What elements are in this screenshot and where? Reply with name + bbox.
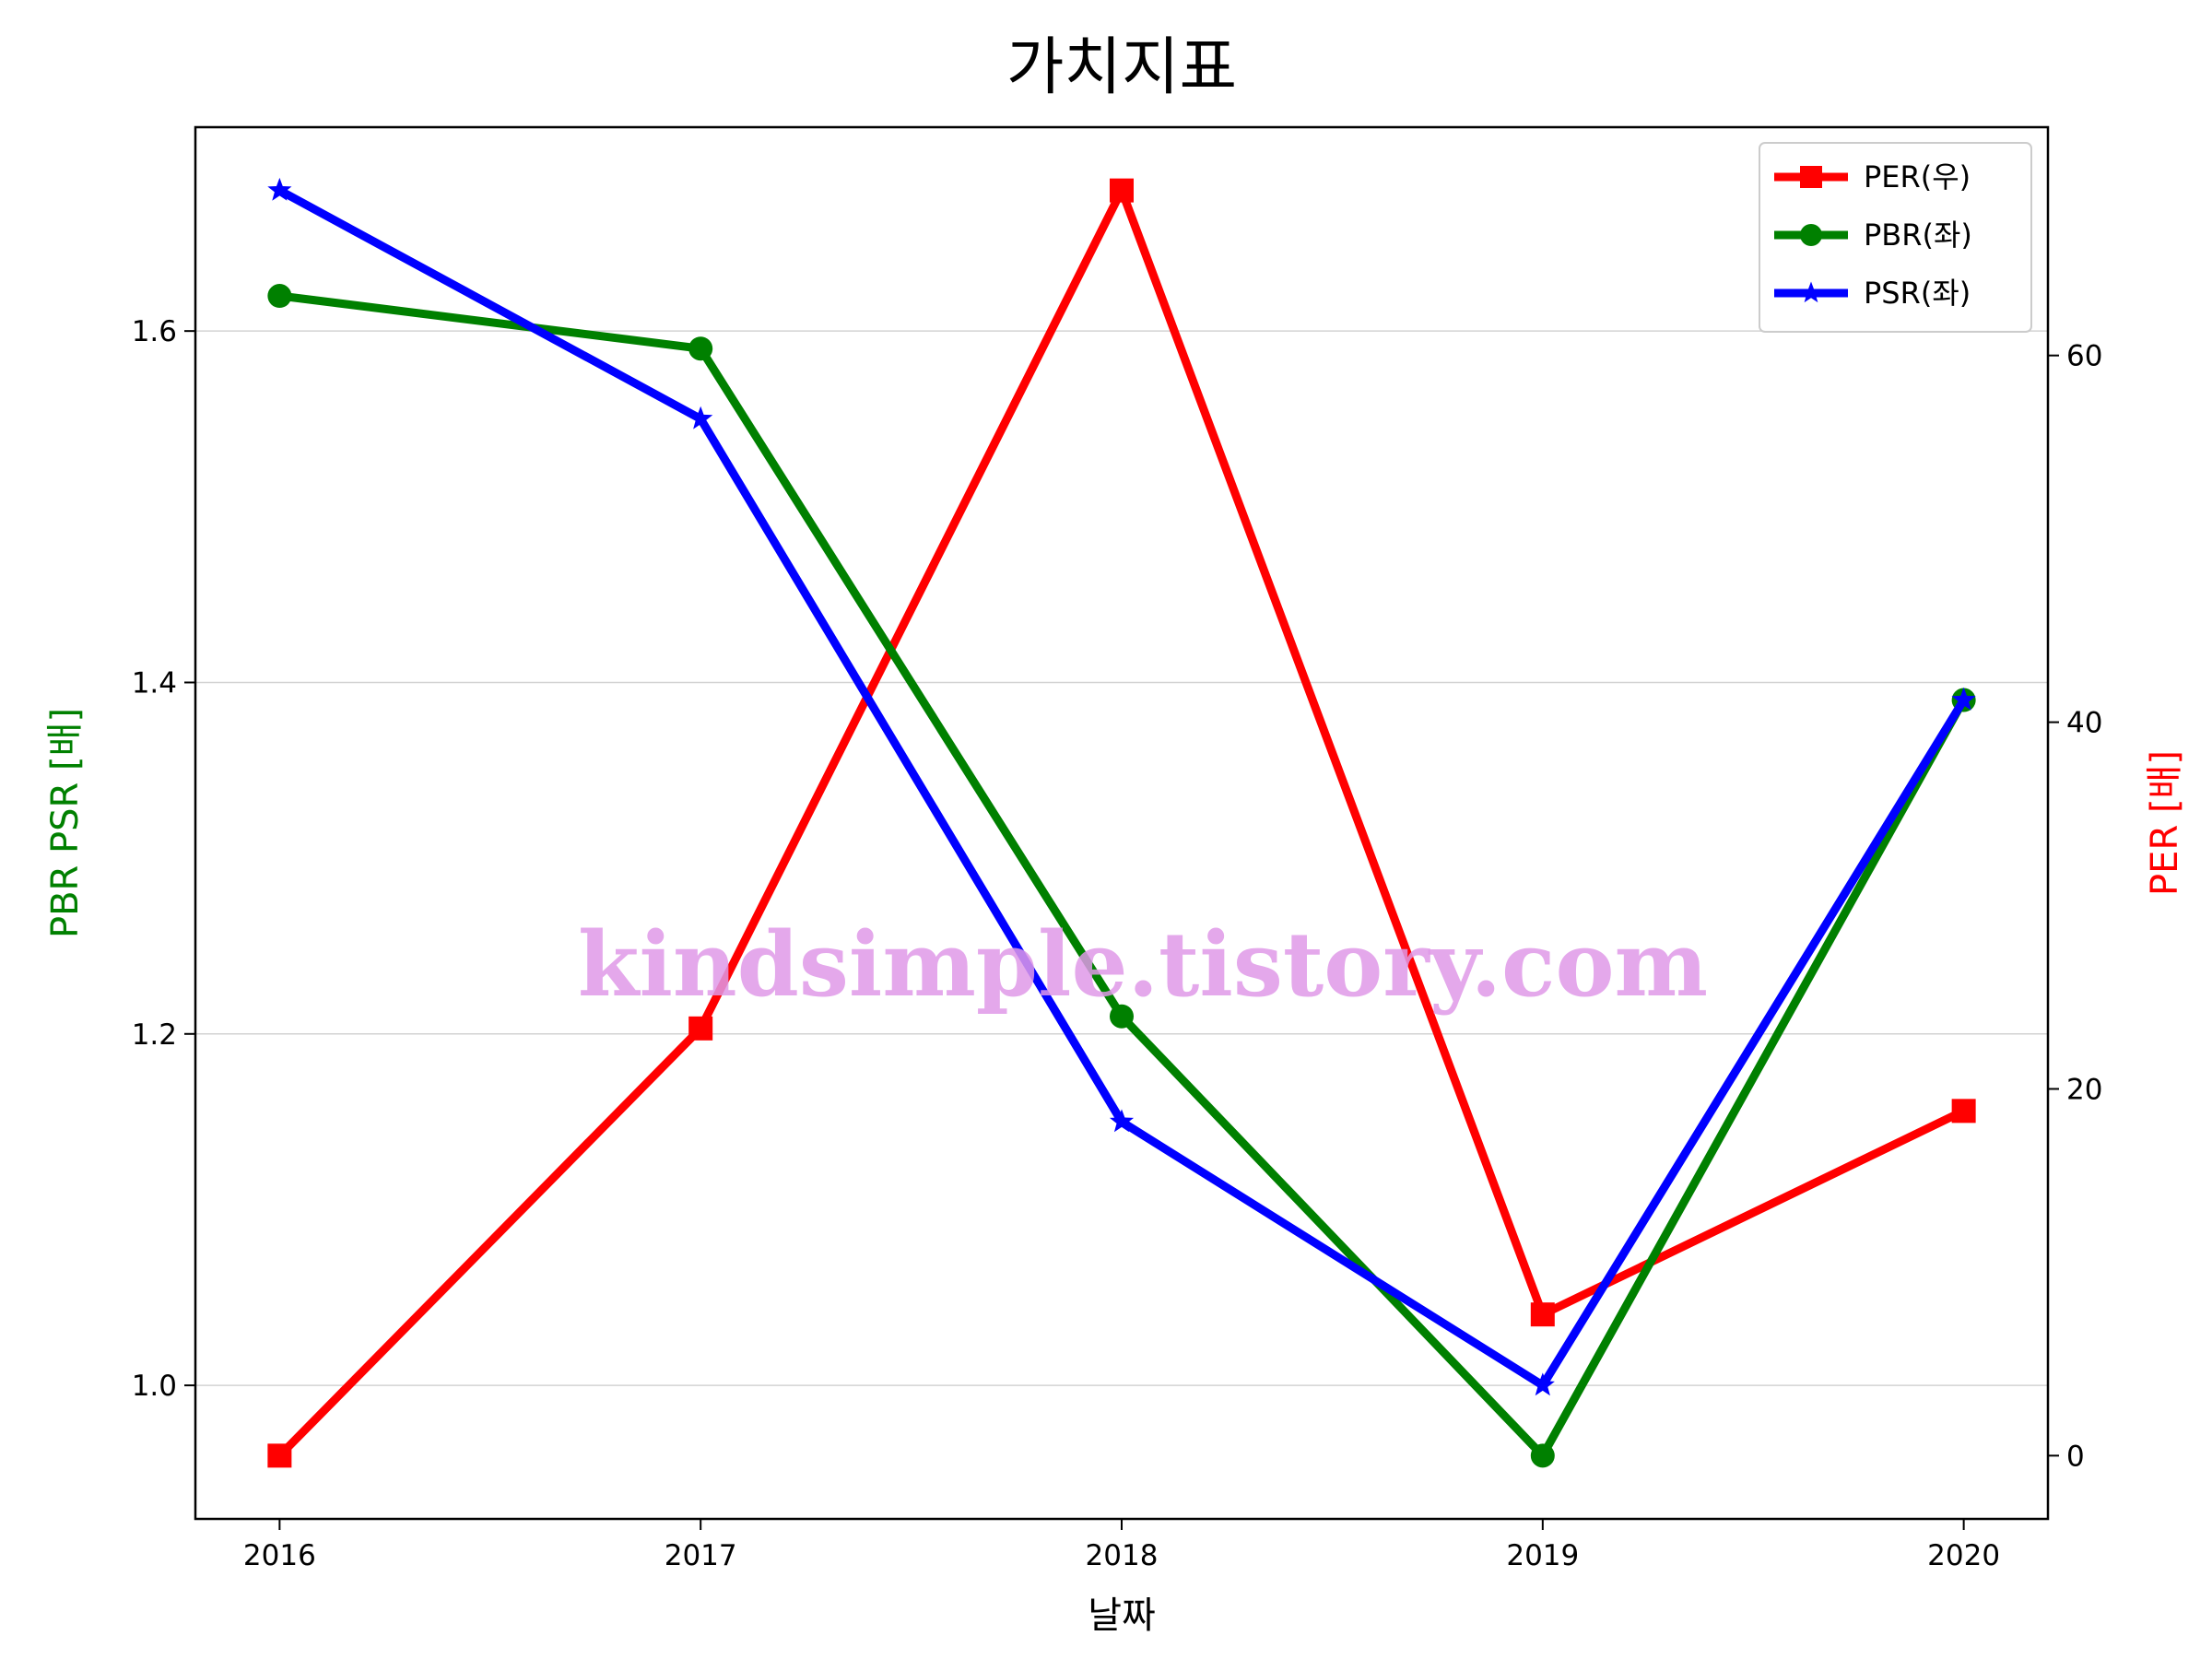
data-point-marker — [1800, 281, 1822, 303]
legend: PER(우) PBR(좌) PSR(좌) — [1759, 142, 2032, 333]
watermark-text: kindsimple.tistory.com — [578, 912, 1708, 1017]
y-left-tick-label: 1.4 — [132, 666, 177, 700]
data-point-marker — [1530, 1302, 1555, 1327]
y-right-tick-label: 60 — [2066, 340, 2102, 373]
x-tick-label: 2016 — [243, 1539, 316, 1572]
y-left-tick-label: 1.0 — [132, 1370, 177, 1403]
y-right-tick-label: 0 — [2066, 1440, 2085, 1473]
x-tick-label: 2017 — [665, 1539, 737, 1572]
legend-label: PER(우) — [1864, 159, 1971, 194]
series-2 — [267, 284, 1976, 1468]
x-tick-label: 2020 — [1927, 1539, 2000, 1572]
y-left-tick-label: 1.6 — [132, 315, 177, 348]
series-line — [276, 180, 1966, 1459]
data-point-marker — [267, 1443, 292, 1468]
series-line — [278, 291, 1968, 1463]
axes-layer: 1.0 1.2 1.4 1.6 0 20 40 60 2016 2017 2018 2019 2020 — [132, 315, 2103, 1572]
data-point-marker — [1800, 224, 1822, 246]
y-right-tick-label: 20 — [2066, 1073, 2102, 1106]
x-axis-label: 날짜 — [1088, 1594, 1156, 1637]
y-right-tick-label: 40 — [2066, 707, 2102, 740]
data-point-marker — [1530, 1443, 1555, 1468]
data-point-marker — [1110, 1004, 1134, 1029]
data-point-marker — [1109, 1109, 1135, 1133]
x-tick-label: 2018 — [1086, 1539, 1159, 1572]
y-left-tick-label: 1.2 — [132, 1018, 177, 1052]
legend-entries: PER(우) PBR(좌) PSR(좌) — [1774, 159, 1972, 311]
legend-label: PSR(좌) — [1864, 276, 1971, 311]
data-point-marker — [1800, 166, 1822, 188]
series-layer — [267, 177, 1976, 1468]
x-tick-label: 2019 — [1506, 1539, 1579, 1572]
legend-entry-3: PSR(좌) — [1774, 276, 1971, 311]
legend-entry-1: PER(우) — [1774, 159, 1971, 194]
y-axis-left-label: PBR PSR [배] — [44, 708, 87, 938]
series-line — [277, 186, 1968, 1392]
data-point-marker — [1530, 1372, 1555, 1396]
series-3 — [267, 177, 1976, 1396]
data-point-marker — [267, 284, 292, 309]
legend-entry-2: PBR(좌) — [1774, 218, 1972, 253]
data-point-marker — [688, 336, 713, 361]
y-axis-right-label: PER [배] — [2144, 750, 2186, 896]
series-1 — [267, 178, 1976, 1468]
data-point-marker — [1110, 178, 1134, 203]
data-point-marker — [688, 1016, 713, 1041]
gridlines — [195, 330, 2048, 1386]
data-point-marker — [1951, 1099, 1976, 1124]
data-point-marker — [1951, 687, 1976, 711]
legend-box — [1759, 142, 2032, 333]
data-point-marker — [267, 177, 292, 201]
legend-label: PBR(좌) — [1864, 218, 1972, 253]
chart-title: 가치지표 — [1006, 31, 1237, 104]
plot-frame — [194, 125, 2050, 1521]
data-point-marker — [688, 406, 713, 429]
